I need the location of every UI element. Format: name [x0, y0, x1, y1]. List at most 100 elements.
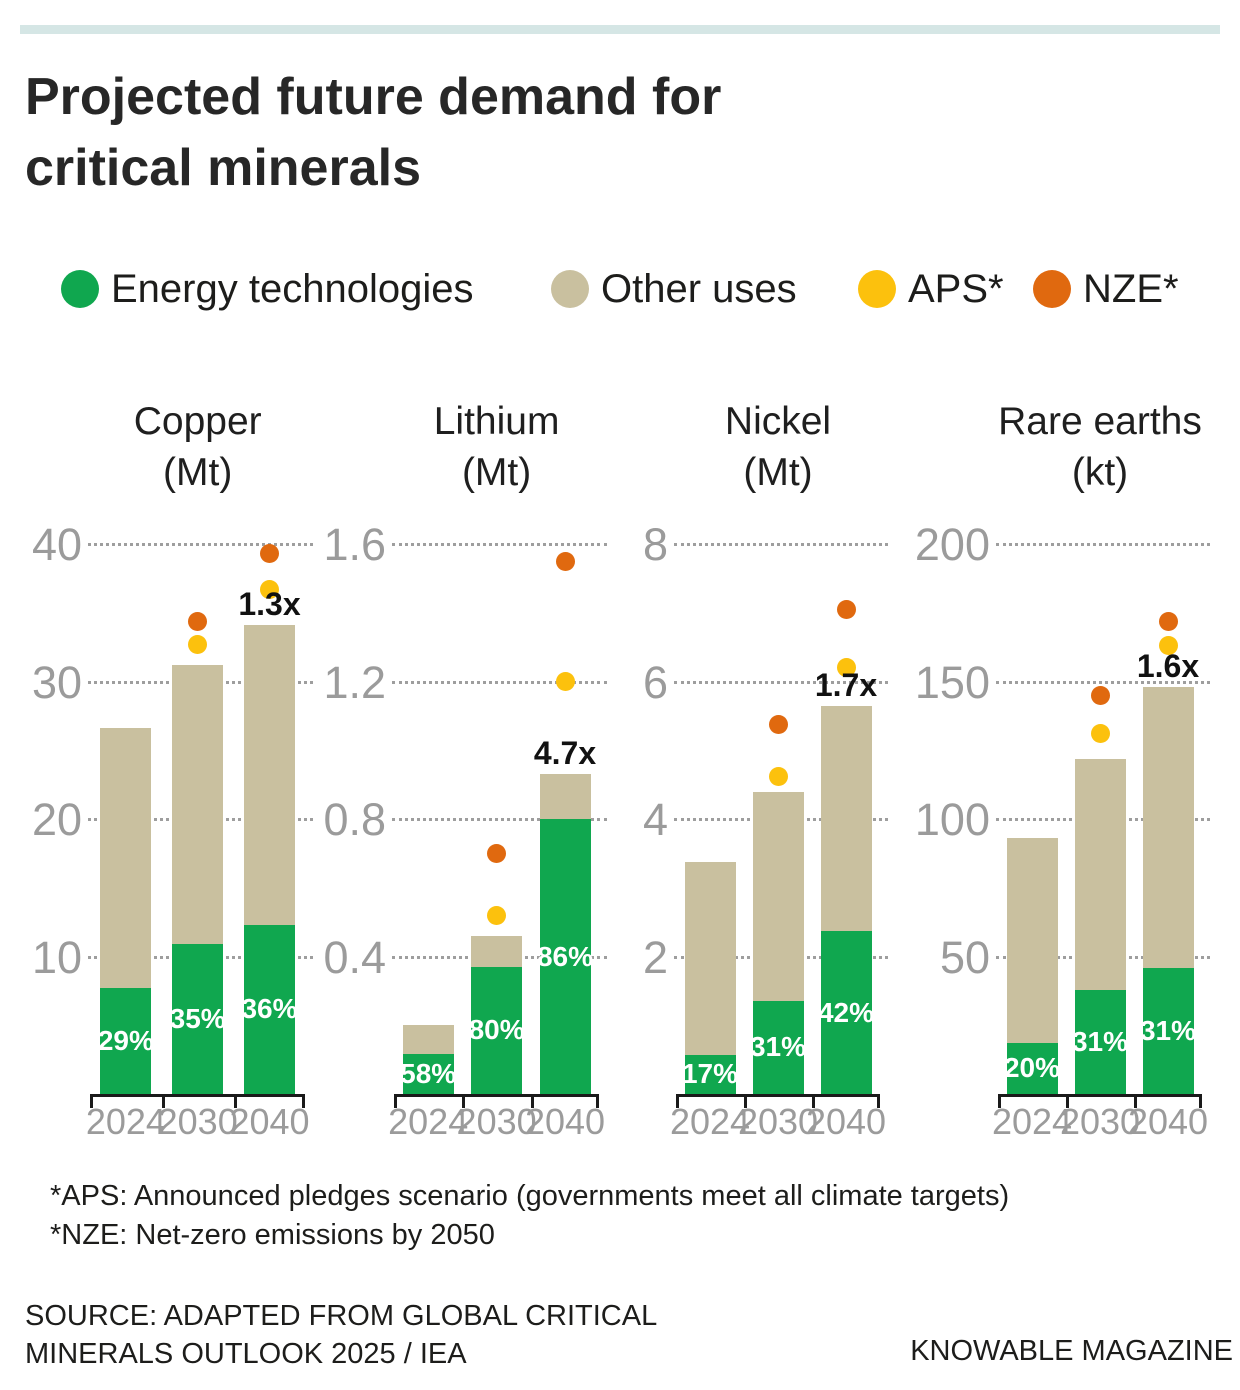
legend-item-nze: NZE*	[1033, 266, 1179, 312]
footnotes: *APS: Announced pledges scenario (govern…	[50, 1177, 1009, 1255]
x-axis-tick	[233, 1094, 237, 1108]
panel-title-line1: Copper	[133, 400, 262, 443]
bar-segment-energy-rare-earths-2024	[1006, 1042, 1058, 1094]
gridline	[392, 818, 608, 821]
y-axis-tick-label: 8	[642, 519, 668, 570]
x-axis-line	[998, 1094, 1202, 1097]
page-title-line2: critical minerals	[25, 138, 421, 197]
x-axis-line	[676, 1094, 880, 1097]
bar-segment-other-copper-2030	[172, 665, 224, 945]
y-axis-tick-label: 1.6	[323, 519, 386, 570]
y-axis-tick-label: 10	[31, 931, 82, 983]
legend-item-energy: Energy technologies	[61, 266, 473, 312]
bar-segment-other-rare-earths-2040	[1142, 687, 1194, 968]
panel-title-lithium: Lithium (Mt)	[297, 396, 697, 499]
legend-item-aps: APS*	[858, 266, 1004, 312]
aps-dot	[768, 766, 788, 786]
x-axis-tick	[1066, 1094, 1069, 1108]
source-line1: SOURCE: ADAPTED FROM GLOBAL CRITICAL	[25, 1300, 658, 1332]
bar-segment-other-lithium-2024	[402, 1025, 454, 1055]
x-axis-year-label: 2040	[229, 1101, 310, 1142]
bar-segment-other-copper-2040	[244, 625, 295, 925]
bar-percent-label: 80%	[468, 1014, 525, 1046]
bar-percent-label: 42%	[817, 996, 875, 1028]
y-axis-tick-label: 30	[31, 656, 82, 708]
panel-title-unit: (kt)	[1071, 451, 1129, 495]
y-axis-tick-label: 0.4	[323, 931, 386, 983]
x-axis-line	[90, 1094, 306, 1097]
bar-segment-energy-nickel-2040	[820, 931, 872, 1094]
legend-label-aps: APS*	[908, 266, 1004, 311]
x-axis-tick	[530, 1094, 534, 1108]
bar-percent-label: 31%	[749, 1031, 807, 1063]
aps-dot	[260, 579, 279, 599]
x-axis-tick	[90, 1094, 93, 1108]
panel-title-line1: Rare earths	[998, 400, 1202, 443]
bar-percent-label: 20%	[1003, 1052, 1061, 1084]
panel-title-copper: Copper (Mt)	[0, 396, 398, 499]
x-axis-tick	[302, 1094, 306, 1108]
accent-bar	[20, 25, 1220, 34]
x-axis-year-label: 2030	[737, 1101, 819, 1142]
panel-title-unit: (Mt)	[743, 451, 813, 495]
bar-segment-other-rare-earths-2030	[1074, 758, 1126, 990]
aps-dot	[1158, 636, 1178, 656]
legend-label-nze: NZE*	[1083, 266, 1179, 311]
gridline	[392, 680, 608, 684]
x-axis-line	[394, 1094, 600, 1097]
x-axis-tick	[596, 1094, 600, 1108]
bar-segment-energy-lithium-2030	[471, 966, 523, 1094]
y-axis-tick-label: 100	[914, 794, 990, 845]
x-axis-tick	[812, 1094, 815, 1108]
nze-dot	[1090, 685, 1110, 705]
x-axis-tick	[1134, 1094, 1137, 1108]
x-axis-year-label: 2024	[669, 1101, 751, 1142]
gridline	[88, 543, 314, 546]
y-axis-tick-label: 50	[939, 931, 990, 983]
bar-segment-other-rare-earths-2024	[1006, 838, 1058, 1043]
page-title-line1: Projected future demand for	[25, 68, 722, 126]
y-axis-tick-label: 0.8	[323, 794, 386, 845]
gridline	[674, 543, 888, 546]
multiplier-label: 4.7x	[533, 735, 597, 772]
gridline	[996, 680, 1210, 684]
panel-title-line1: Lithium	[433, 400, 560, 443]
x-axis-tick	[676, 1094, 679, 1108]
x-axis-year-label: 2030	[1059, 1101, 1141, 1142]
y-axis-tick-label: 6	[642, 656, 668, 708]
page-title: Projected future demand for critical min…	[25, 62, 1125, 203]
bar-percent-label: 31%	[1139, 1014, 1197, 1046]
bar-segment-energy-rare-earths-2040	[1142, 967, 1194, 1094]
x-axis-tick	[161, 1094, 165, 1108]
y-axis-tick-label: 1.2	[323, 656, 386, 708]
nze-dot	[487, 843, 507, 863]
x-axis-tick	[394, 1094, 397, 1108]
y-axis-tick-label: 200	[914, 519, 990, 570]
source-line2: MINERALS OUTLOOK 2025 / IEA	[25, 1338, 467, 1370]
legend-label-energy: Energy technologies	[111, 266, 474, 311]
bar-percent-label: 29%	[97, 1025, 154, 1057]
panel-title-line1: Nickel	[724, 400, 832, 443]
bar-segment-other-nickel-2040	[820, 706, 872, 932]
multiplier-label: 1.3x	[238, 586, 301, 623]
x-axis-year-label: 2030	[456, 1101, 537, 1142]
x-axis-year-label: 2024	[991, 1101, 1073, 1142]
legend-item-other: Other uses	[551, 266, 797, 312]
bar-segment-energy-lithium-2040	[539, 819, 591, 1094]
bar-segment-other-copper-2024	[100, 728, 152, 989]
multiplier-label: 1.6x	[1136, 648, 1200, 684]
gridline	[674, 680, 888, 684]
bar-segment-energy-nickel-2030	[752, 1000, 804, 1094]
bar-segment-other-nickel-2024	[684, 861, 736, 1055]
bar-percent-label: 35%	[169, 1003, 226, 1035]
y-axis-tick-label: 4	[642, 794, 668, 845]
aps-dot	[555, 672, 575, 691]
y-axis-tick-label: 20	[31, 794, 82, 845]
bar-segment-energy-copper-2030	[172, 944, 224, 1094]
multiplier-label: 1.7x	[814, 667, 878, 704]
x-axis-tick	[462, 1094, 466, 1108]
energy-legend-dot-icon	[61, 270, 99, 308]
y-axis-tick-label: 2	[642, 931, 668, 983]
credit-text: KNOWABLE MAGAZINE	[910, 1335, 1233, 1367]
nze-dot	[836, 599, 856, 619]
